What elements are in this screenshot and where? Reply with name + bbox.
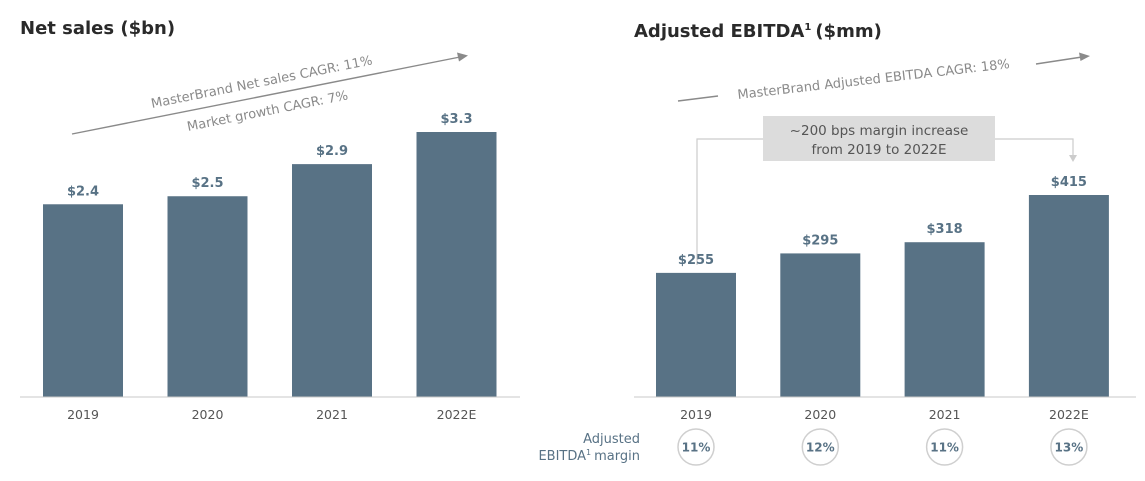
bar-value-label: $318 [927, 222, 963, 237]
margin-row-label-line-2: EBITDA1 margin [538, 448, 640, 464]
x-tick-label: 2020 [804, 407, 836, 422]
bar-value-label: $415 [1051, 175, 1087, 190]
bar-2022e [416, 132, 497, 397]
ebitda-bars: $255 2019 $295 2020 $318 2021 $415 2022E [656, 175, 1109, 422]
margin-callout-line-2: from 2019 to 2022E [811, 142, 946, 158]
x-tick-label: 2022E [437, 407, 477, 422]
x-tick-label: 2022E [1049, 407, 1089, 422]
bar-2020 [780, 253, 861, 397]
margin-circle [925, 428, 964, 466]
bar-value-label: $2.9 [316, 144, 348, 159]
margin-value: 11% [682, 441, 711, 455]
bar-value-label: $295 [802, 233, 838, 248]
ebitda-arrow-head [1079, 52, 1090, 61]
net-sales-cagr-arrow [71, 56, 461, 135]
bar-2022e [1028, 195, 1109, 397]
margin-value: 13% [1055, 441, 1084, 455]
adjusted-ebitda-chart: Adjusted EBITDA1 ($mm) MasterBrand Adjust… [538, 21, 1136, 466]
margin-callout-arrow-head [1069, 155, 1077, 162]
ebitda-cagr-label: MasterBrand Adjusted EBITDA CAGR: 18% [737, 57, 1011, 103]
margin-circle [1050, 428, 1088, 466]
bar-2019 [43, 204, 123, 397]
x-tick-label: 2021 [929, 407, 961, 422]
net-sales-bars: $2.4 2019 $2.5 2020 $2.9 2021 $3.3 2022E [43, 112, 497, 422]
margin-callout-line-1: ~200 bps margin increase [790, 123, 969, 139]
margin-value: 11% [930, 441, 959, 455]
x-tick-label: 2019 [680, 407, 712, 422]
margin-circle [801, 428, 840, 466]
margin-value: 12% [806, 441, 835, 455]
bar-value-label: $3.3 [440, 112, 472, 127]
ebitda-cagr-arrow [1035, 56, 1083, 65]
net-sales-title: Net sales ($bn) [20, 18, 175, 39]
bar-2019 [656, 272, 736, 397]
margin-callout-box [763, 116, 995, 161]
bar-value-label: $2.4 [67, 184, 99, 199]
net-sales-chart: Net sales ($bn) MasterBrand Net sales CA… [20, 18, 520, 422]
margin-row: 11% 12% 11% 13% [677, 428, 1088, 466]
x-tick-label: 2020 [192, 407, 224, 422]
bar-2020 [167, 196, 248, 397]
ebitda-title: Adjusted EBITDA1 ($mm) [634, 21, 882, 42]
bar-2021 [904, 242, 985, 397]
x-tick-label: 2021 [316, 407, 348, 422]
net-sales-arrow-head [457, 52, 468, 62]
bar-value-label: $255 [678, 253, 714, 268]
bar-2021 [292, 164, 372, 397]
x-tick-label: 2019 [67, 407, 99, 422]
margin-row-label-line-1: Adjusted [583, 432, 640, 447]
bar-value-label: $2.5 [191, 176, 223, 191]
margin-circle [677, 428, 715, 466]
ebitda-cagr-arrow-tail [677, 95, 719, 102]
